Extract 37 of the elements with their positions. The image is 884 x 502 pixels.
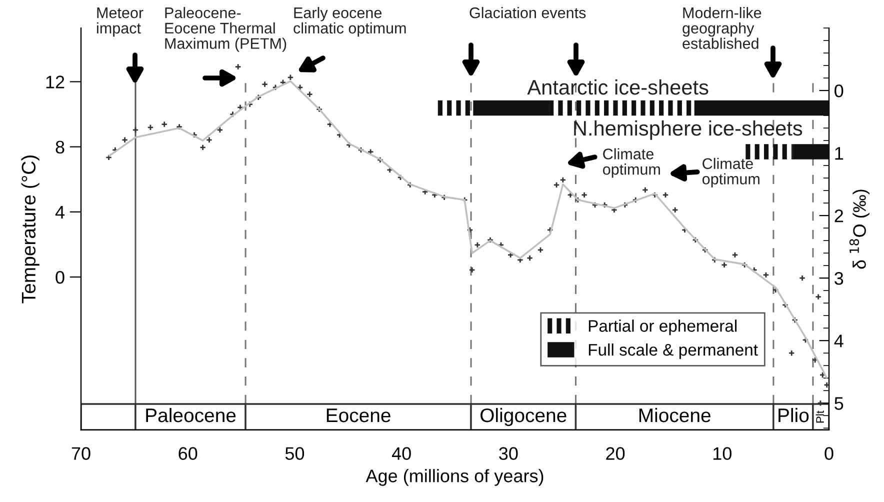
y2-tick-label: 2	[834, 209, 843, 222]
annotation: Meteor impact	[97, 8, 144, 37]
x-tick-label: 10	[713, 447, 732, 460]
y-axis-title: Temperature (°C)	[21, 156, 40, 304]
band-label: Plio	[778, 408, 809, 422]
x-tick-label: 70	[72, 447, 90, 460]
band-label: Oligocene	[480, 408, 566, 426]
x-tick-label: 30	[499, 447, 518, 460]
y-tick-label: 0	[56, 270, 64, 284]
x-tick-label: 50	[285, 447, 304, 460]
annotation: Early eocene climatic optimum	[294, 7, 406, 37]
legend-label: Full scale & permanent	[588, 343, 758, 360]
y-tick-label: 4	[55, 206, 64, 218]
y2-tick-label: 1	[835, 147, 844, 160]
x-axis-title: Age (millions of years)	[366, 469, 544, 486]
x-tick-label: 60	[178, 447, 198, 460]
band-label: Miocene	[639, 408, 710, 422]
text: Glaciation events	[470, 7, 586, 18]
y-tick-label: 8	[56, 140, 64, 154]
legend-label: Partial or ephemeral	[588, 320, 737, 336]
annotation: Modern-like geography established	[682, 7, 762, 49]
annotation: Paleocene- Eocene Thermal Maximum (PETM)	[165, 7, 286, 52]
annotation: Climate optimum	[603, 148, 660, 178]
annotation: Climate optimum	[702, 158, 760, 188]
y-tick-label: 12	[46, 76, 64, 88]
y2-tick-label: 4	[834, 334, 844, 348]
y2-tick-label: 3	[834, 272, 844, 285]
x-tick-label: 20	[606, 447, 625, 460]
band-label: Paleocene	[146, 408, 236, 422]
x-tick-label: 0	[824, 447, 834, 460]
x-tick-label: 40	[392, 447, 411, 460]
band-label: Eocene	[326, 408, 390, 422]
band-label: Plt	[816, 410, 824, 423]
annotation: N.hemisphere ice-sheets	[574, 120, 802, 140]
y2-axis-title: δ $^{18}$O (‰)	[849, 190, 870, 269]
y2-tick-label: 0	[834, 84, 844, 98]
y2-tick-label: 5	[834, 397, 844, 410]
